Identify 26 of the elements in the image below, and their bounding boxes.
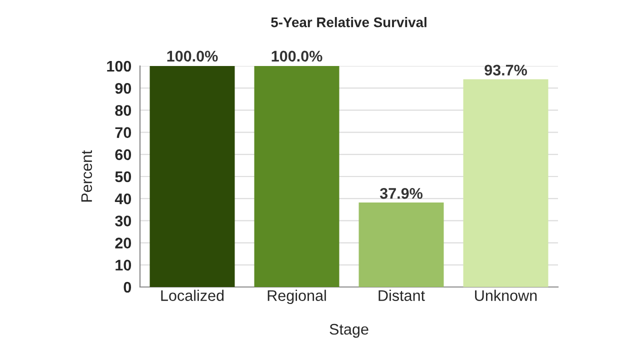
bar bbox=[150, 66, 235, 287]
x-tick-label: Localized bbox=[161, 290, 224, 301]
bar bbox=[463, 79, 548, 287]
y-tick-label: 0 bbox=[124, 282, 132, 293]
bar bbox=[254, 66, 340, 287]
y-tick-label: 70 bbox=[115, 127, 132, 138]
y-tick-label: 60 bbox=[115, 149, 132, 160]
y-tick-label: 50 bbox=[115, 171, 132, 182]
y-tick-label: 20 bbox=[115, 238, 132, 248]
y-tick-label: 30 bbox=[115, 216, 132, 226]
y-tick-label: 90 bbox=[115, 82, 132, 94]
y-axis-title: Percent bbox=[81, 150, 92, 202]
x-tick-label: Unknown bbox=[475, 290, 537, 301]
data-label: 93.7% bbox=[484, 64, 528, 76]
data-label: 100.0% bbox=[167, 50, 218, 62]
x-tick-label: Regional bbox=[268, 290, 326, 304]
bar bbox=[358, 202, 444, 287]
y-tick-label: 100 bbox=[107, 60, 132, 72]
y-tick-label: 10 bbox=[116, 260, 132, 271]
y-tick-label: 80 bbox=[115, 105, 132, 116]
chart-title: 5-Year Relative Survival bbox=[271, 17, 426, 28]
data-label: 100.0% bbox=[272, 50, 322, 62]
data-label: 37.9% bbox=[380, 188, 423, 199]
x-tick-label: Distant bbox=[378, 290, 425, 301]
y-tick-label: 40 bbox=[114, 193, 132, 204]
x-axis-title: Stage bbox=[330, 324, 368, 338]
